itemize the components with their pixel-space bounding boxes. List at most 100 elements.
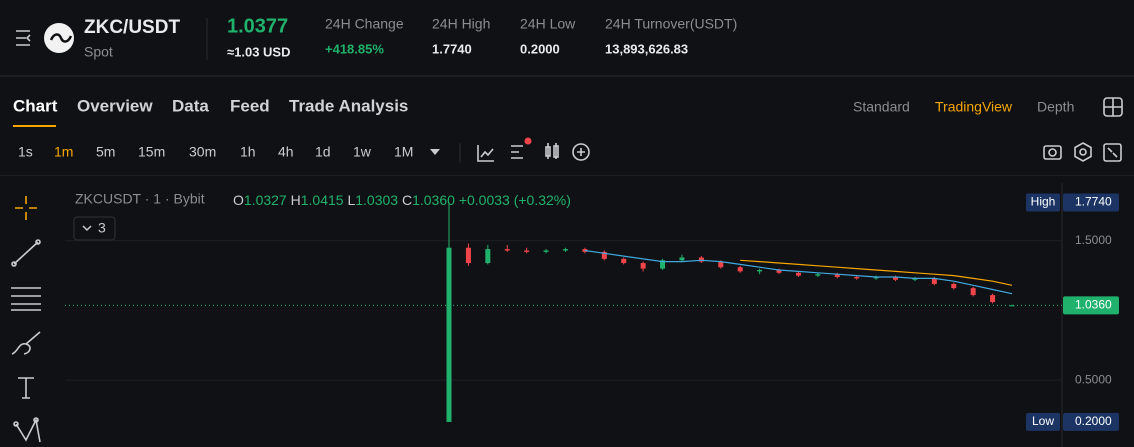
- candle-body: [562, 249, 568, 251]
- ohlc-value: 1.0415: [301, 192, 344, 208]
- moving-average: [584, 249, 1013, 295]
- tab[interactable]: Data: [172, 96, 209, 115]
- ohlc-value: 1.0303: [355, 192, 398, 208]
- ohlc-key: C: [402, 192, 412, 208]
- indicator-count: 3: [98, 220, 106, 236]
- candle-body: [815, 274, 821, 276]
- candle-body: [660, 260, 666, 269]
- settings-icon[interactable]: [1074, 142, 1092, 162]
- view-option[interactable]: TradingView: [935, 99, 1013, 115]
- interval[interactable]: 1M: [394, 144, 413, 160]
- stat-value: 13,893,626.83: [605, 41, 688, 56]
- price-tag-name: Low: [1032, 414, 1054, 428]
- tab[interactable]: Chart: [13, 96, 58, 115]
- candle-body: [757, 270, 763, 272]
- header-divider: [0, 75, 1134, 77]
- price-tag-name: High: [1031, 195, 1056, 209]
- last-price: 1.0377: [227, 15, 288, 37]
- candle-body: [854, 276, 860, 279]
- interval[interactable]: 5m: [96, 144, 115, 160]
- fullscreen-icon[interactable]: [1103, 143, 1122, 162]
- stat-value: 0.2000: [520, 41, 560, 56]
- candle-body: [893, 276, 899, 280]
- toolbar-divider: [0, 175, 1134, 176]
- candle-body: [951, 283, 957, 289]
- market: Spot: [84, 44, 113, 60]
- candle-body: [795, 272, 801, 276]
- candle-body: [1009, 305, 1015, 307]
- add-icon[interactable]: [572, 143, 590, 161]
- candle-body: [485, 249, 491, 264]
- interval[interactable]: 1h: [240, 144, 256, 160]
- interval-caret[interactable]: [430, 149, 440, 155]
- price-tag-label: 1.0360: [1075, 298, 1112, 312]
- ohlc-key: H: [291, 192, 301, 208]
- pattern-tool[interactable]: [13, 417, 41, 443]
- interval[interactable]: 4h: [278, 144, 294, 160]
- ohlc-value: 1.0327: [244, 192, 287, 208]
- price-usd: ≈1.03 USD: [227, 44, 291, 59]
- ohlc-key: O: [233, 192, 244, 208]
- view-option[interactable]: Depth: [1037, 99, 1074, 115]
- price-tag-label: 1.7740: [1075, 195, 1112, 209]
- candle-body: [834, 274, 840, 277]
- tab[interactable]: Overview: [77, 96, 153, 115]
- fib-tool[interactable]: [11, 287, 41, 311]
- candle-icon[interactable]: [545, 143, 559, 159]
- candle-body: [718, 261, 724, 268]
- legend-ohlc: O1.0327 H1.0415 L1.0303 C1.0360 +0.0033 …: [233, 192, 571, 208]
- price-tag-name-bg: [1026, 412, 1060, 431]
- ohlc-change: +0.0033 (+0.32%): [459, 192, 571, 208]
- coin-logo: [44, 23, 74, 53]
- layout-icon[interactable]: [1103, 97, 1123, 117]
- coin-logo-mark: [49, 33, 73, 43]
- candle-body: [640, 263, 646, 269]
- interval[interactable]: 1s: [18, 144, 33, 160]
- candle-body: [873, 276, 879, 279]
- tab[interactable]: Feed: [230, 96, 270, 115]
- view-option[interactable]: Standard: [853, 99, 910, 115]
- menu-icon[interactable]: [16, 30, 31, 46]
- plot: 1.5000 0.5000 1.7740 High 1.0360 0.2000 Low: [65, 193, 1119, 431]
- ohlc-value: 1.0360: [412, 192, 455, 208]
- indicator-toggle[interactable]: [73, 216, 116, 241]
- candle-body: [465, 247, 471, 264]
- y-tick-label: 1.5000: [1075, 233, 1112, 247]
- template-icon[interactable]: [511, 145, 523, 159]
- stat-label: 24H Low: [520, 16, 576, 32]
- price-tag: [1063, 412, 1119, 431]
- pair[interactable]: ZKC/USDT: [84, 17, 180, 38]
- interval[interactable]: 1w: [353, 144, 372, 160]
- candle-body: [524, 250, 530, 252]
- price-tag-label: 0.2000: [1075, 414, 1112, 428]
- candle-body: [990, 295, 996, 303]
- price-tag: [1063, 296, 1119, 315]
- price-tag: [1063, 193, 1119, 212]
- candle-body: [776, 270, 782, 273]
- candle-body: [601, 251, 607, 259]
- text-tool[interactable]: [18, 377, 34, 399]
- line-tool[interactable]: [11, 239, 41, 267]
- stat-value: +418.85%: [325, 41, 384, 56]
- interval[interactable]: 1d: [315, 144, 331, 160]
- camera-icon[interactable]: [1043, 145, 1062, 160]
- brush-tool[interactable]: [11, 331, 41, 355]
- candle-body: [679, 257, 685, 261]
- indicator-icon[interactable]: [477, 145, 494, 162]
- notify-dot: [524, 137, 532, 145]
- tab[interactable]: Trade Analysis: [289, 96, 408, 115]
- candle-body: [582, 249, 588, 252]
- interval[interactable]: 1m: [54, 144, 73, 160]
- crosshair-tool[interactable]: [15, 196, 37, 220]
- interval[interactable]: 30m: [189, 144, 216, 160]
- candle-body: [970, 288, 976, 296]
- stat-label: 24H Turnover(USDT): [605, 16, 737, 32]
- candle-body: [931, 278, 937, 284]
- candle-body: [698, 257, 704, 262]
- interval[interactable]: 15m: [138, 144, 165, 160]
- legend-symbol: ZKCUSDT · 1 · Bybit: [75, 191, 205, 207]
- tab-underline: [13, 125, 56, 127]
- candle-body: [504, 249, 510, 251]
